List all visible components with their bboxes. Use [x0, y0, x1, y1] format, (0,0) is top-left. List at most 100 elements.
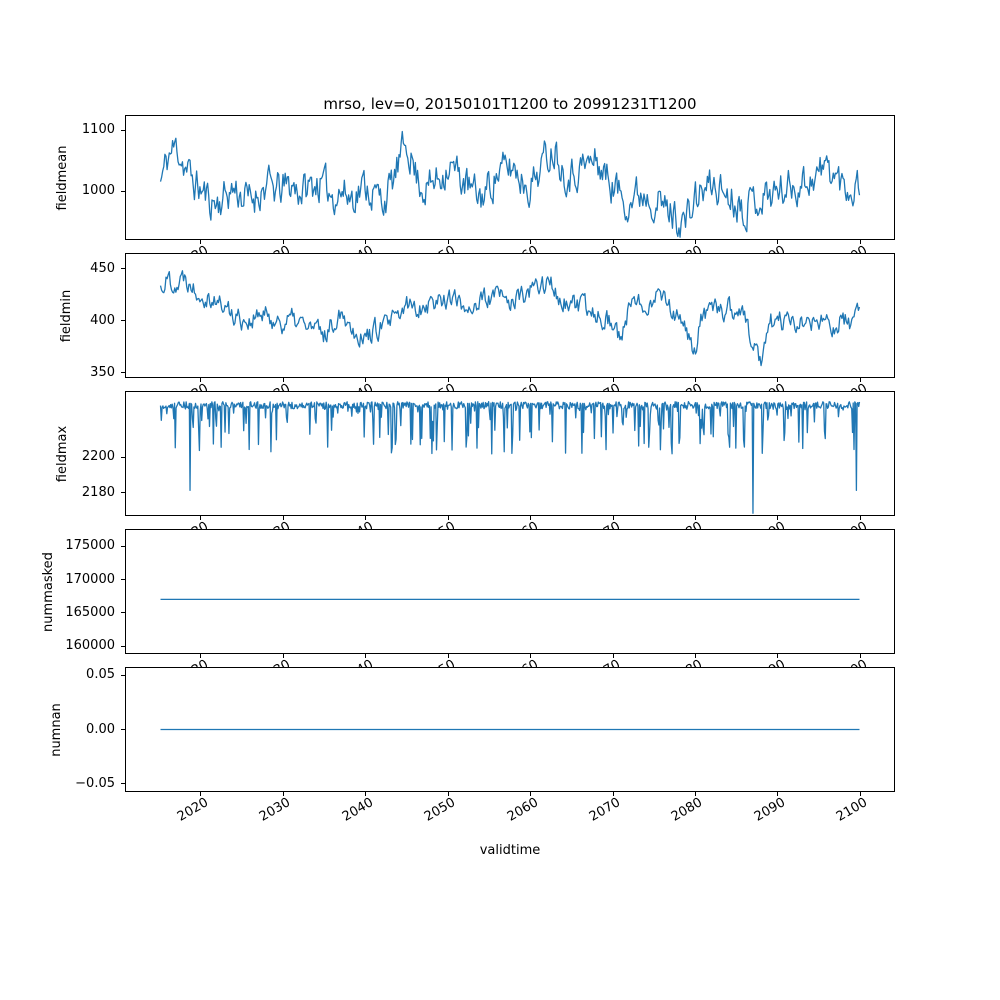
- y-tick-mark: [121, 190, 125, 192]
- y-tick-mark: [121, 612, 125, 614]
- x-tick-mark: [694, 378, 696, 382]
- x-tick-mark: [200, 378, 202, 382]
- y-tick-label: 175000: [65, 538, 115, 554]
- x-tick-mark: [200, 240, 202, 244]
- y-tick-label: −0.05: [75, 775, 115, 791]
- x-tick-mark: [200, 654, 202, 658]
- x-tick-mark: [282, 240, 284, 244]
- x-tick-mark: [365, 516, 367, 520]
- y-tick-label: 2180: [81, 484, 115, 500]
- y-tick-label: 165000: [65, 604, 115, 620]
- x-tick-mark: [282, 516, 284, 520]
- x-tick-mark: [859, 792, 861, 796]
- x-tick-mark: [530, 516, 532, 520]
- x-tick-mark: [859, 654, 861, 658]
- x-tick-mark: [694, 516, 696, 520]
- x-tick-mark: [282, 378, 284, 382]
- x-tick-mark: [612, 654, 614, 658]
- y-tick-mark: [121, 545, 125, 547]
- plot-area-fieldmean: [159, 130, 861, 238]
- subplot-fieldmean: [125, 115, 895, 240]
- series-line-fieldmax: [159, 401, 861, 514]
- y-tick-mark: [121, 372, 125, 374]
- y-tick-mark: [121, 729, 125, 730]
- x-tick-mark: [282, 654, 284, 658]
- x-tick-mark: [859, 516, 861, 520]
- y-tick-label: 350: [90, 364, 115, 380]
- x-tick-mark: [530, 792, 532, 796]
- y-axis-label-fieldmax: fieldmax: [55, 425, 70, 482]
- x-tick-mark: [365, 792, 367, 796]
- x-tick-mark: [777, 516, 779, 520]
- x-tick-mark: [859, 378, 861, 382]
- plot-area-nummasked: [160, 598, 860, 601]
- x-tick-mark: [777, 654, 779, 658]
- subplot-fieldmax: [125, 391, 895, 516]
- x-tick-mark: [694, 654, 696, 658]
- y-tick-label: 170000: [65, 571, 115, 587]
- plot-area-fieldmax: [159, 401, 861, 514]
- y-tick-label: 0.05: [86, 667, 115, 683]
- x-tick-mark: [777, 240, 779, 244]
- y-tick-mark: [121, 783, 125, 785]
- x-tick-mark: [447, 516, 449, 520]
- x-tick-label: 2030: [257, 795, 294, 825]
- x-tick-label: 2090: [751, 795, 788, 825]
- x-tick-mark: [859, 240, 861, 244]
- y-tick-mark: [121, 579, 125, 581]
- series-line-fieldmin: [159, 270, 861, 367]
- x-tick-label: 2080: [669, 795, 706, 825]
- y-tick-label: 450: [90, 260, 115, 276]
- x-tick-mark: [365, 240, 367, 244]
- subplot-numnan: [125, 667, 895, 792]
- x-tick-mark: [612, 240, 614, 244]
- x-tick-mark: [612, 516, 614, 520]
- x-tick-label: 2100: [834, 795, 871, 825]
- y-axis-label-numnan: numnan: [49, 702, 64, 757]
- x-tick-label: 2040: [339, 795, 376, 825]
- x-tick-mark: [694, 240, 696, 244]
- x-tick-mark: [365, 654, 367, 658]
- y-tick-mark: [121, 645, 125, 647]
- y-tick-label: 160000: [65, 638, 115, 654]
- chart-title: mrso, lev=0, 20150101T1200 to 20991231T1…: [323, 95, 697, 113]
- subplot-fieldmin: [125, 253, 895, 378]
- x-tick-mark: [365, 378, 367, 382]
- x-tick-mark: [447, 792, 449, 796]
- x-tick-mark: [530, 654, 532, 658]
- x-tick-mark: [200, 792, 202, 796]
- x-tick-label: 2020: [174, 795, 211, 825]
- y-tick-label: 1100: [81, 122, 115, 138]
- x-axis-label: validtime: [479, 843, 541, 858]
- x-tick-mark: [200, 516, 202, 520]
- x-tick-mark: [530, 240, 532, 244]
- y-tick-label: 2200: [81, 449, 115, 465]
- x-tick-mark: [777, 792, 779, 796]
- x-tick-mark: [694, 792, 696, 796]
- x-tick-mark: [447, 240, 449, 244]
- subplot-nummasked: [125, 529, 895, 654]
- y-tick-mark: [121, 268, 125, 270]
- y-tick-mark: [121, 320, 125, 322]
- x-tick-mark: [777, 378, 779, 382]
- y-tick-label: 0.00: [86, 721, 115, 737]
- plot-area-numnan: [160, 728, 860, 731]
- x-tick-mark: [612, 378, 614, 382]
- x-tick-mark: [282, 792, 284, 796]
- y-tick-mark: [121, 129, 125, 131]
- x-tick-label: 2070: [586, 795, 624, 825]
- x-tick-mark: [612, 792, 614, 796]
- y-tick-mark: [121, 674, 125, 676]
- series-line-fieldmean: [159, 130, 861, 238]
- y-tick-mark: [121, 492, 125, 494]
- x-tick-label: 2050: [422, 795, 459, 825]
- x-tick-mark: [447, 654, 449, 658]
- plot-area-fieldmin: [159, 270, 861, 367]
- y-tick-label: 1000: [81, 183, 115, 199]
- y-tick-mark: [121, 456, 125, 458]
- x-tick-mark: [447, 378, 449, 382]
- x-tick-label: 2060: [504, 795, 541, 825]
- y-tick-label: 400: [90, 312, 115, 328]
